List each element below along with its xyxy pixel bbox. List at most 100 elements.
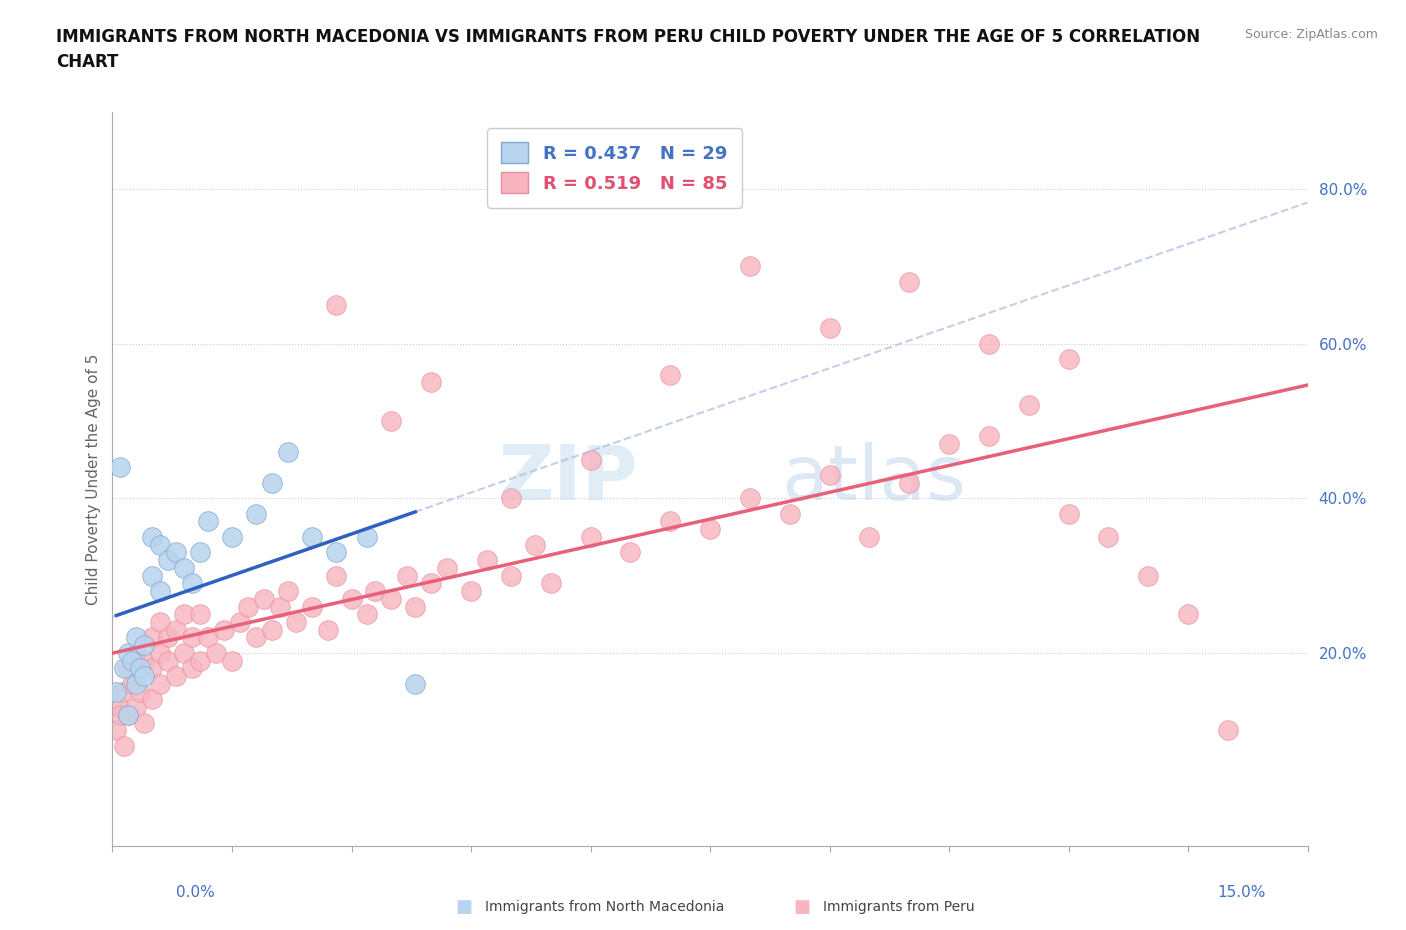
- Point: [181, 661, 204, 676]
- Point: [205, 645, 228, 660]
- Point: [149, 538, 172, 552]
- Point: [316, 622, 339, 637]
- Point: [396, 568, 419, 583]
- Point: [165, 669, 187, 684]
- Point: [284, 615, 307, 630]
- Point: [134, 669, 156, 684]
- Point: [157, 653, 180, 668]
- Point: [157, 552, 180, 567]
- Point: [212, 622, 235, 637]
- Point: [229, 615, 252, 630]
- Point: [105, 723, 128, 737]
- Y-axis label: Child Poverty Under the Age of 5: Child Poverty Under the Age of 5: [86, 353, 101, 604]
- Point: [619, 545, 641, 560]
- Point: [117, 708, 139, 723]
- Point: [157, 630, 180, 644]
- Point: [404, 676, 426, 691]
- Point: [121, 653, 143, 668]
- Point: [134, 638, 156, 653]
- Text: ■: ■: [793, 897, 810, 916]
- Point: [340, 591, 363, 606]
- Point: [114, 738, 135, 753]
- Text: atlas: atlas: [782, 442, 966, 516]
- Point: [269, 599, 291, 614]
- Text: ■: ■: [456, 897, 472, 916]
- Point: [404, 599, 426, 614]
- Point: [141, 630, 163, 644]
- Point: [236, 599, 259, 614]
- Point: [134, 653, 156, 668]
- Point: [523, 538, 546, 552]
- Point: [134, 715, 156, 730]
- Point: [898, 274, 921, 289]
- Point: [188, 653, 211, 668]
- Point: [1177, 607, 1199, 622]
- Text: Immigrants from North Macedonia: Immigrants from North Macedonia: [485, 899, 724, 914]
- Point: [110, 460, 132, 475]
- Point: [141, 568, 163, 583]
- Point: [1018, 398, 1040, 413]
- Point: [540, 576, 562, 591]
- Legend: R = 0.437   N = 29, R = 0.519   N = 85: R = 0.437 N = 29, R = 0.519 N = 85: [486, 128, 742, 207]
- Point: [325, 568, 347, 583]
- Point: [260, 622, 283, 637]
- Point: [129, 684, 152, 699]
- Point: [181, 630, 204, 644]
- Point: [121, 676, 143, 691]
- Point: [1057, 506, 1080, 521]
- Point: [110, 708, 132, 723]
- Point: [149, 584, 172, 599]
- Point: [117, 645, 139, 660]
- Point: [420, 375, 443, 390]
- Point: [260, 475, 283, 490]
- Point: [245, 630, 267, 644]
- Point: [977, 429, 1000, 444]
- Point: [1057, 352, 1080, 366]
- Point: [173, 561, 195, 576]
- Point: [253, 591, 276, 606]
- Point: [173, 645, 195, 660]
- Point: [659, 367, 682, 382]
- Point: [117, 708, 139, 723]
- Point: [475, 552, 498, 567]
- Point: [165, 545, 187, 560]
- Point: [738, 491, 761, 506]
- Point: [977, 336, 1000, 351]
- Point: [221, 529, 243, 544]
- Point: [325, 298, 347, 312]
- Point: [364, 584, 387, 599]
- Point: [141, 692, 163, 707]
- Point: [938, 437, 960, 452]
- Text: IMMIGRANTS FROM NORTH MACEDONIA VS IMMIGRANTS FROM PERU CHILD POVERTY UNDER THE : IMMIGRANTS FROM NORTH MACEDONIA VS IMMIG…: [56, 28, 1201, 71]
- Point: [858, 529, 880, 544]
- Point: [149, 615, 172, 630]
- Point: [197, 630, 219, 644]
- Point: [277, 445, 299, 459]
- Text: Source: ZipAtlas.com: Source: ZipAtlas.com: [1244, 28, 1378, 41]
- Point: [108, 699, 131, 714]
- Point: [111, 684, 134, 699]
- Text: 15.0%: 15.0%: [1218, 885, 1265, 900]
- Point: [579, 529, 602, 544]
- Point: [380, 414, 402, 429]
- Point: [356, 607, 378, 622]
- Point: [125, 699, 148, 714]
- Text: Immigrants from Peru: Immigrants from Peru: [823, 899, 974, 914]
- Point: [245, 506, 267, 521]
- Point: [1097, 529, 1119, 544]
- Point: [125, 645, 148, 660]
- Point: [181, 576, 204, 591]
- Point: [420, 576, 443, 591]
- Point: [1137, 568, 1160, 583]
- Point: [659, 514, 682, 529]
- Text: ZIP: ZIP: [499, 442, 638, 516]
- Point: [105, 684, 128, 699]
- Point: [173, 607, 195, 622]
- Point: [129, 661, 152, 676]
- Point: [188, 607, 211, 622]
- Point: [898, 475, 921, 490]
- Point: [499, 568, 522, 583]
- Point: [141, 661, 163, 676]
- Point: [277, 584, 299, 599]
- Point: [579, 452, 602, 467]
